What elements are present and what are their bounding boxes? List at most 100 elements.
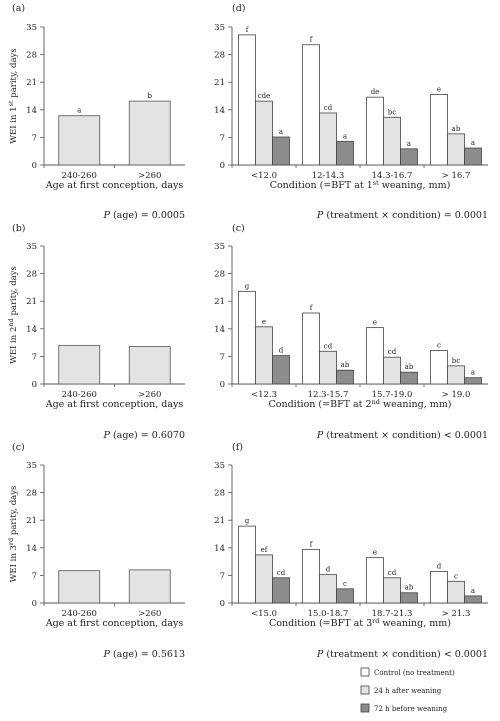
bar xyxy=(383,356,401,385)
chart-panel-0: (a) 0 7 14 21 28 35 WEI in 1st parity, days 240-… xyxy=(7,3,185,221)
bar xyxy=(302,44,320,166)
bar xyxy=(430,571,448,604)
x-tick-label: 12-14.3 xyxy=(312,171,345,181)
x-axis-label: Age at first conception, days xyxy=(45,618,184,629)
bar xyxy=(366,96,384,166)
significance-label: ab xyxy=(452,125,461,133)
y-tick-label: 28 xyxy=(26,489,37,499)
y-tick-label: 28 xyxy=(26,51,37,61)
bar xyxy=(128,569,171,604)
panel-letter: (d) xyxy=(232,3,246,14)
bar xyxy=(272,355,290,385)
y-tick-label: 14 xyxy=(26,106,37,116)
bar xyxy=(255,554,273,604)
significance-label: cd xyxy=(388,348,397,356)
chart-panel-1: (d) 0 7 14 21 28 35 <12.0 12-14.3 14.3-16.7 > 16.7… xyxy=(214,3,488,221)
panel-letter: (f) xyxy=(232,442,243,453)
significance-label: a xyxy=(279,128,283,136)
significance-label: bc xyxy=(452,357,460,365)
y-tick-label: 0 xyxy=(32,380,37,390)
significance-label: a xyxy=(407,140,411,148)
bar xyxy=(58,115,101,166)
significance-label: d xyxy=(326,566,331,574)
x-tick-label: >260 xyxy=(138,609,161,619)
bar xyxy=(447,580,465,604)
significance-label: c xyxy=(437,341,441,349)
p-value: P (treatment × condition) < 0.0001 xyxy=(316,649,488,660)
bar xyxy=(430,94,448,166)
bar xyxy=(319,574,337,604)
significance-label: bc xyxy=(388,108,396,116)
x-tick-label: > 16.7 xyxy=(442,171,471,181)
legend-swatch xyxy=(360,703,370,713)
bar xyxy=(383,116,401,166)
significance-label: f xyxy=(310,540,314,548)
bar xyxy=(366,557,384,604)
y-tick-label: 14 xyxy=(214,544,225,554)
p-value: P (treatment × condition) = 0.0001 xyxy=(316,210,488,221)
panel-letter: (c) xyxy=(232,223,245,234)
significance-label: a xyxy=(471,369,475,377)
x-tick-label: > 19.0 xyxy=(442,390,471,400)
x-tick-label: 15.0-18.7 xyxy=(308,609,349,619)
y-tick-label: 21 xyxy=(214,78,225,88)
significance-label: f xyxy=(246,26,250,34)
y-tick-label: 21 xyxy=(26,297,37,307)
significance-label: d xyxy=(437,562,442,570)
chart-panel-2: (b) 0 7 14 21 28 35 WEI in 2nd parity, days 240-… xyxy=(7,223,185,441)
significance-label: a xyxy=(471,139,475,147)
bar xyxy=(238,290,256,385)
x-axis-label: Age at first conception, days xyxy=(45,180,184,191)
y-tick-label: 28 xyxy=(214,51,225,61)
significance-label: de xyxy=(371,88,380,96)
y-tick-label: 35 xyxy=(214,23,225,33)
y-tick-label: 21 xyxy=(26,78,37,88)
bar xyxy=(447,365,465,385)
y-tick-label: 28 xyxy=(214,489,225,499)
y-tick-label: 14 xyxy=(26,325,37,335)
bar xyxy=(336,369,354,385)
chart-panel-4: (c) 0 7 14 21 28 35 WEI in 3rd parity, days 240-… xyxy=(7,442,185,660)
x-tick-label: 12.3-15.7 xyxy=(308,390,349,400)
x-tick-label: <12.3 xyxy=(251,390,277,400)
chart-panel-5: (f) 0 7 14 21 28 35 <15.0 15.0-18.7 18.7-21.3 > 21… xyxy=(214,442,488,660)
bar xyxy=(302,312,320,385)
significance-label: f xyxy=(310,36,314,44)
bar xyxy=(430,350,448,385)
p-value: P (age) = 0.6070 xyxy=(103,430,185,441)
y-tick-label: 35 xyxy=(26,242,37,252)
bar xyxy=(464,147,482,166)
bar xyxy=(238,34,256,166)
p-value: P (age) = 0.5613 xyxy=(103,649,185,660)
y-tick-label: 7 xyxy=(220,571,225,581)
x-axis-label: Condition (=BFT at 1st weaning, mm) xyxy=(270,179,451,191)
y-tick-label: 28 xyxy=(26,270,37,280)
significance-label: e xyxy=(373,319,377,327)
significance-label: cd xyxy=(324,104,333,112)
x-axis-label: Condition (=BFT at 2nd weaning, mm) xyxy=(268,398,451,410)
significance-label: ab xyxy=(341,361,350,369)
y-tick-label: 7 xyxy=(32,133,37,143)
significance-label: a xyxy=(471,587,475,595)
significance-label: ab xyxy=(405,584,414,592)
x-axis-label: Age at first conception, days xyxy=(45,399,184,410)
y-tick-label: 21 xyxy=(214,516,225,526)
x-tick-label: 240-260 xyxy=(62,171,97,181)
panel-letter: (c) xyxy=(12,442,25,453)
bar xyxy=(400,371,418,385)
legend-label: 72 h before weaning xyxy=(374,705,448,713)
bar xyxy=(128,346,171,385)
bar xyxy=(255,326,273,385)
significance-label: cde xyxy=(258,92,271,100)
significance-label: a xyxy=(343,132,347,140)
x-tick-label: >260 xyxy=(138,390,161,400)
significance-label: e xyxy=(437,85,441,93)
y-tick-label: 7 xyxy=(32,571,37,581)
y-tick-label: 35 xyxy=(26,23,37,33)
bar xyxy=(447,133,465,166)
y-axis-label: WEI in 1st parity, days xyxy=(7,48,19,143)
x-tick-label: <12.0 xyxy=(251,171,277,181)
bar xyxy=(238,525,256,604)
legend-swatch xyxy=(360,685,370,695)
